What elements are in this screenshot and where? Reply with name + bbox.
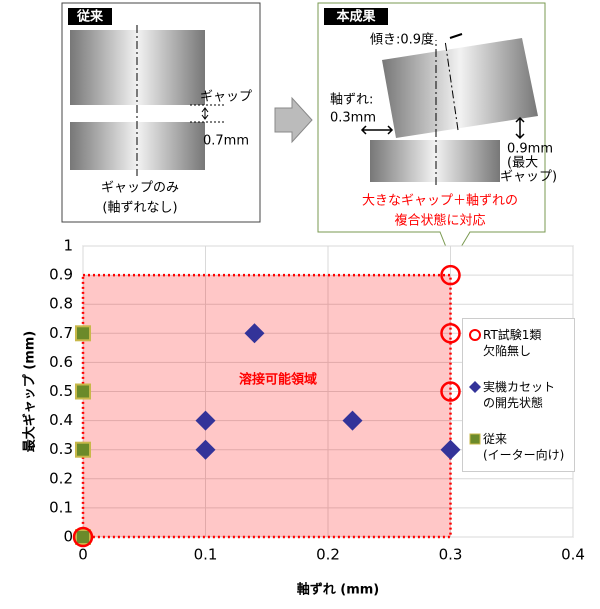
offset-value: 0.3mm [330,111,376,126]
gap-label: ギャップ) [500,170,557,185]
x-tick-label: 0.3 [439,546,463,564]
tilt-line [444,39,459,131]
gap-label: ギャップ [200,90,252,105]
point [440,439,461,460]
x-tick-label: 0.2 [316,546,340,564]
x-tick-label: 0.1 [194,546,218,564]
point [440,323,461,344]
y-tick-label: 0.6 [49,353,73,371]
legend-label: 実機カセット の開先状態 [483,380,556,410]
tilted-block [382,38,538,138]
point [342,410,363,431]
point [75,383,91,400]
y-tick-label: 0.7 [49,324,73,342]
y-tick-label: 0.1 [49,498,73,516]
dim-arrow [201,107,209,120]
gap-label: (最大 [507,156,538,171]
legend-marker [469,433,481,445]
right-header [324,8,388,25]
legend-label: RT試験1類 欠陥無し [483,328,542,358]
weldable-region [81,273,452,539]
offset-label: 軸ずれ: [330,93,373,108]
y-tick-label: 0.9 [49,266,73,284]
legend-symbol [469,433,481,445]
left-header [68,8,112,25]
caption: (軸ずれなし) [102,201,177,216]
legend-label: 従来 (イーター向け) [483,432,565,462]
x-tick-label: 0 [78,546,88,564]
left-title: 従来 [76,9,104,25]
legend: RT試験1類 欠陥無し 実機カセット の開先状態 従来 (イーター向け) [462,318,575,472]
legend-marker [469,381,481,393]
y-tick-label: 0.2 [49,469,73,487]
gap-value: 0.7mm [203,134,249,149]
offset-arrow [360,125,394,135]
region-label: 溶接可能領域 [239,372,317,388]
callout: 大きなギャップ＋軸ずれの [362,194,518,209]
y-tick-label: 1 [63,237,73,255]
legend-symbol [469,381,481,393]
point [195,439,216,460]
caption: ギャップのみ [101,181,179,196]
point [440,264,461,286]
point [244,323,265,344]
tilt-label: 傾き:0.9度 [370,32,434,48]
y-tick-label: 0.3 [49,440,73,458]
callout: 複合状態に対応 [394,213,485,229]
point [75,441,91,458]
point [75,529,91,545]
gap-value: 0.9mm [507,142,553,157]
y-tick-label: 0 [63,528,73,546]
point [440,381,461,402]
y-tick-label: 0.4 [49,411,73,429]
y-tick-label: 0.8 [49,295,73,313]
x-axis-label: 軸ずれ (mm) [297,582,380,598]
point [75,325,91,342]
gap-arrow [515,116,525,140]
point [72,526,94,548]
y-tick-label: 0.5 [49,382,73,400]
block [370,140,500,182]
tilt-mark [449,33,463,39]
x-tick-label: 0.4 [561,546,585,564]
block [70,122,205,170]
legend-symbol [469,329,481,341]
y-axis-label: 最大ギャップ (mm) [22,331,38,453]
legend-marker [469,329,481,341]
point [195,410,216,431]
arrow [274,96,313,144]
right-title: 本成果 [336,9,375,25]
